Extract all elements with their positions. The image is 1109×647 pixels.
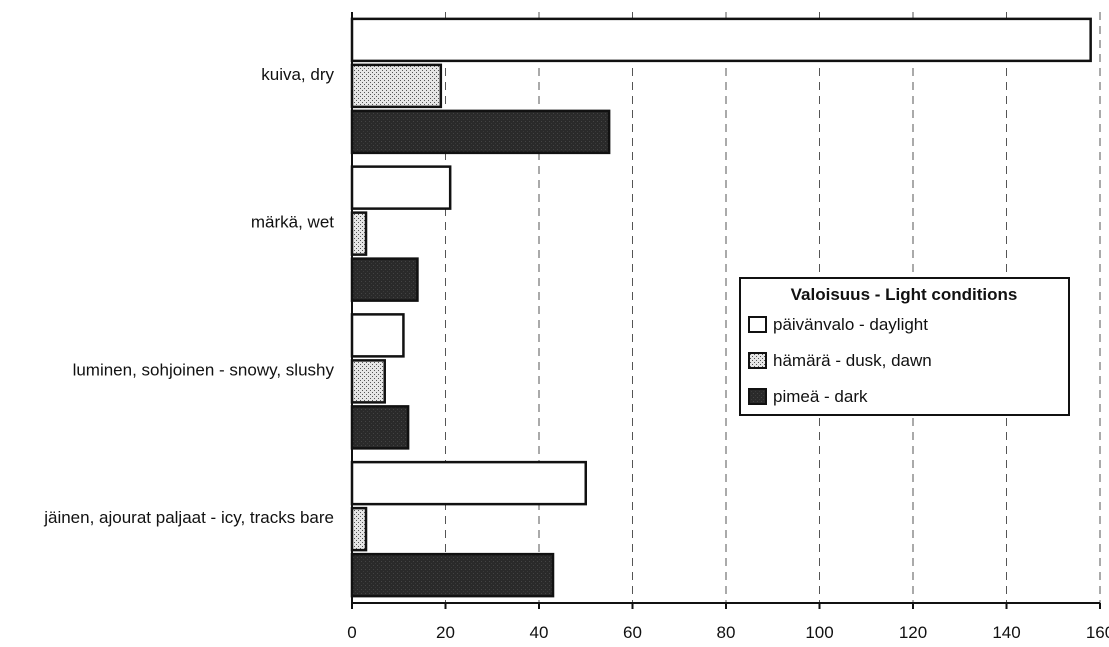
legend-swatch-dusk <box>748 352 767 369</box>
legend-box <box>739 277 1070 416</box>
x-tick-label-140: 140 <box>992 623 1020 642</box>
bar-dusk-2 <box>350 359 386 404</box>
legend: Valoisuus - Light conditions päivänvalo … <box>739 277 1070 416</box>
category-label-0: kuiva, dry <box>261 65 334 84</box>
legend-swatch-dark <box>748 388 767 405</box>
x-tick-label-40: 40 <box>530 623 549 642</box>
bar-dusk-0 <box>350 63 443 109</box>
legend-swatch-daylight <box>748 316 767 333</box>
bar-daylight-1 <box>350 165 452 210</box>
x-tick-label-20: 20 <box>436 623 455 642</box>
legend-label-daylight: päivänvalo - daylight <box>773 315 928 334</box>
x-tick-label-160: 160 <box>1086 623 1109 642</box>
bar-dusk-1 <box>350 211 368 256</box>
bar-daylight-3 <box>350 460 587 506</box>
x-tick-label-60: 60 <box>623 623 642 642</box>
x-tick-label-100: 100 <box>805 623 833 642</box>
category-label-2: luminen, sohjoinen - snowy, slushy <box>73 360 335 379</box>
bar-dark-1 <box>350 257 419 302</box>
legend-title: Valoisuus - Light conditions <box>791 285 1018 304</box>
x-tick-label-120: 120 <box>899 623 927 642</box>
category-label-3: jäinen, ajourat paljaat - icy, tracks ba… <box>43 508 334 527</box>
category-label-1: märkä, wet <box>251 213 334 232</box>
bar-dark-0 <box>350 109 611 155</box>
bar-daylight-0 <box>350 17 1092 63</box>
bar-dark-2 <box>350 405 410 450</box>
x-tick-label-0: 0 <box>347 623 356 642</box>
bar-daylight-2 <box>350 313 405 358</box>
legend-label-dark: pimeä - dark <box>773 387 868 406</box>
labels: 0 20 40 60 80 100 120 140 160 kuiva, dry märkä, we… <box>43 65 1109 642</box>
legend-label-dusk: hämärä - dusk, dawn <box>773 351 932 370</box>
bar-dusk-3 <box>350 506 368 552</box>
axes <box>351 12 1101 609</box>
x-tick-label-80: 80 <box>717 623 736 642</box>
bar-dark-3 <box>350 552 555 598</box>
